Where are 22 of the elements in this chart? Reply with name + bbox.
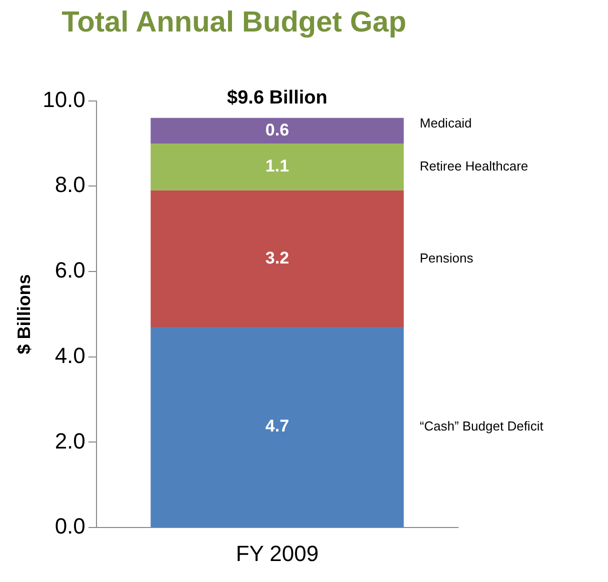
bar (150, 118, 404, 144)
y-tick-label: 4.0 (54, 342, 86, 368)
series-label: Retiree Healthcare (420, 158, 528, 174)
data-label: 0.6 (265, 120, 290, 140)
data-label: 3.2 (265, 248, 290, 268)
y-tick-label: 6.0 (54, 258, 86, 283)
x-tick-label: FY 2009 (236, 540, 319, 566)
series-label: Medicaid (420, 115, 472, 130)
data-label: 1.1 (265, 156, 290, 176)
data-label: 4.7 (265, 416, 290, 436)
chart-title: Total Annual Budget Gap (62, 6, 406, 38)
series-label: “Cash” Budget Deficit (420, 418, 544, 434)
y-tick-label: 8.0 (54, 172, 86, 198)
y-tick-label: 0.0 (54, 514, 86, 539)
bar (150, 327, 404, 528)
y-tick-label: 10.0 (42, 86, 86, 112)
y-axis-title: $ Billions (14, 274, 34, 354)
y-tick-label: 2.0 (54, 428, 86, 454)
total-label: $9.6 Billion (227, 88, 328, 109)
bar (150, 143, 404, 190)
series-label: Pensions (420, 250, 474, 266)
bar (150, 190, 404, 328)
